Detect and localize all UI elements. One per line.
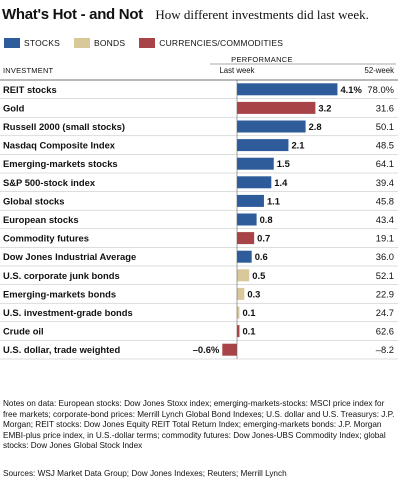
notes-on-data: Notes on data: European stocks: Dow Jone…: [3, 399, 395, 451]
week52-value: 31.6: [376, 102, 394, 113]
bar: [237, 250, 252, 263]
data-label: 2.8: [309, 121, 322, 132]
last-week-column-header: Last week: [219, 66, 254, 75]
legend-swatch-currencies: [139, 38, 156, 48]
week52-value: 19.1: [376, 233, 394, 244]
bar: [237, 325, 240, 338]
bar: [237, 139, 289, 152]
week52-value: 78.0%: [367, 84, 394, 95]
row-label: Emerging-markets bonds: [3, 288, 116, 299]
week52-value: 52.1: [376, 270, 394, 281]
chart-header: What's Hot - and Not How different inves…: [2, 6, 369, 24]
row-label: U.S. corporate junk bonds: [3, 270, 120, 281]
week52-value: 39.4: [376, 177, 394, 188]
row-label: Crude oil: [3, 326, 44, 337]
row-label: Emerging-markets stocks: [3, 158, 118, 169]
week52-value: 48.5: [376, 140, 394, 151]
legend-label-bonds: BONDS: [94, 38, 126, 48]
data-label: 3.2: [318, 102, 331, 113]
data-label: 0.5: [252, 270, 265, 281]
bar: [237, 232, 255, 245]
row-label: Russell 2000 (small stocks): [3, 121, 125, 132]
bar: [237, 194, 264, 207]
row-label: Global stocks: [3, 195, 64, 206]
row-label: U.S. investment-grade bonds: [3, 307, 133, 318]
row-label: Commodity futures: [3, 233, 89, 244]
week52-value: 36.0: [376, 251, 394, 262]
bar: [237, 157, 274, 170]
chart-title: What's Hot - and Not: [2, 6, 143, 23]
data-label: 1.4: [274, 177, 288, 188]
row-label: Dow Jones Industrial Average: [3, 251, 136, 262]
performance-bar-chart: PERFORMANCE INVESTMENT Last week 52-week REI…: [0, 55, 398, 360]
row-label: U.S. dollar, trade weighted: [3, 344, 120, 355]
bar: [237, 287, 245, 300]
bar: [237, 306, 240, 319]
legend-swatch-bonds: [74, 38, 90, 48]
performance-header: PERFORMANCE: [231, 55, 293, 64]
legend-label-stocks: STOCKS: [24, 38, 60, 48]
data-label: 0.1: [242, 307, 255, 318]
sources: Sources: WSJ Market Data Group; Dow Jone…: [3, 469, 287, 478]
legend: STOCKS BONDS CURRENCIES/COMMODITIES: [4, 38, 297, 48]
legend-item-bonds: BONDS: [74, 38, 125, 48]
data-label: 2.1: [291, 140, 304, 151]
legend-item-stocks: STOCKS: [4, 38, 60, 48]
data-label: 0.1: [242, 326, 255, 337]
bar: [237, 176, 272, 189]
bar: [237, 120, 306, 133]
week52-value: 43.4: [376, 214, 394, 225]
data-label: 0.6: [255, 251, 268, 262]
week52-column-header: 52-week: [365, 66, 395, 75]
bar: [237, 269, 250, 282]
week52-value: 24.7: [376, 307, 394, 318]
row-label: European stocks: [3, 214, 79, 225]
bar: [237, 83, 338, 96]
row-label: REIT stocks: [3, 84, 57, 95]
bar: [237, 213, 257, 226]
week52-value: 64.1: [376, 158, 394, 169]
legend-item-currencies: CURRENCIES/COMMODITIES: [139, 38, 283, 48]
week52-value: 50.1: [376, 121, 394, 132]
chart-subtitle: How different investments did last week.: [155, 7, 369, 22]
week52-value: –8.2: [376, 344, 394, 355]
legend-swatch-stocks: [4, 38, 20, 48]
investment-column-header: INVESTMENT: [3, 66, 54, 75]
row-label: S&P 500-stock index: [3, 177, 96, 188]
bar: [237, 101, 316, 114]
data-label: 1.1: [267, 195, 280, 206]
data-label: 0.3: [247, 288, 260, 299]
data-label: –0.6%: [193, 344, 220, 355]
data-label: 0.8: [260, 214, 273, 225]
data-label: 0.7: [257, 233, 270, 244]
week52-value: 45.8: [376, 195, 394, 206]
data-label: 1.5: [277, 158, 290, 169]
legend-label-currencies: CURRENCIES/COMMODITIES: [159, 38, 284, 48]
week52-value: 62.6: [376, 326, 394, 337]
row-label: Nasdaq Composite Index: [3, 140, 116, 151]
week52-value: 22.9: [376, 288, 394, 299]
row-label: Gold: [3, 102, 25, 113]
bar: [222, 343, 237, 356]
data-label: 4.1%: [340, 84, 362, 95]
